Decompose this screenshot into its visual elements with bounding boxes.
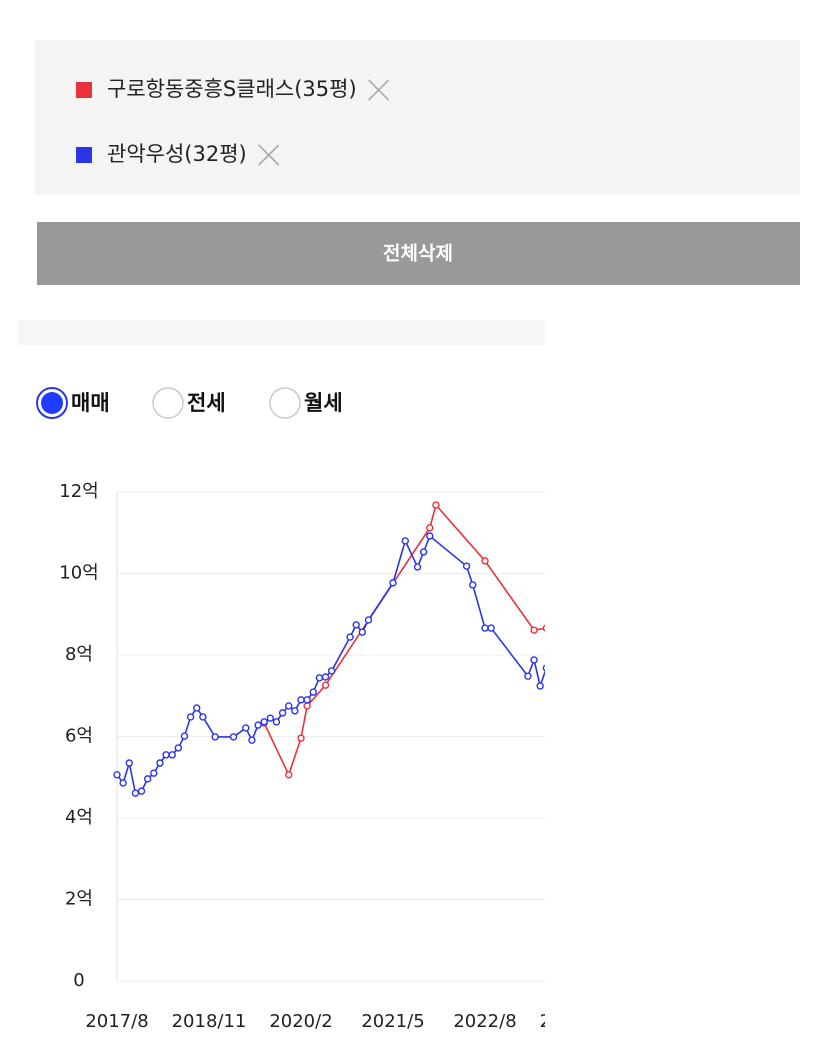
legend-label: 구로항동중흥S클래스(35평): [107, 77, 357, 101]
point: [254, 721, 262, 729]
tab-strip: [18, 320, 545, 345]
point: [487, 624, 495, 632]
point: [426, 532, 434, 540]
radio[interactable]: [269, 387, 301, 419]
point: [278, 709, 287, 717]
point: [131, 789, 140, 797]
point: [364, 616, 373, 624]
radio-label[interactable]: 전세: [187, 391, 226, 415]
radio[interactable]: [152, 387, 184, 419]
point: [346, 633, 354, 641]
radio-label[interactable]: 월세: [304, 391, 343, 415]
series-line: [263, 503, 545, 777]
point: [432, 501, 440, 509]
radio-group: 매매 전세 월세: [36, 387, 343, 419]
y-tick-label: 6억: [65, 726, 93, 747]
point: [186, 713, 195, 721]
point: [137, 787, 146, 795]
point: [168, 751, 176, 759]
selection-panel: [35, 40, 800, 195]
point: [542, 664, 545, 672]
point: [542, 624, 545, 632]
point: [481, 624, 489, 632]
point: [125, 759, 133, 767]
point: [413, 563, 422, 571]
legend-swatch: [76, 82, 92, 98]
point: [199, 713, 207, 721]
point: [401, 537, 409, 545]
point: [524, 672, 532, 680]
x-tick-label: 2017/8: [85, 1011, 148, 1032]
point: [260, 718, 268, 726]
y-tick-label: 0: [73, 970, 84, 991]
y-tick-label: 2억: [65, 889, 93, 910]
point: [150, 769, 158, 777]
y-tick-label: 12억: [59, 481, 98, 502]
remove-stroke: [368, 79, 390, 101]
point: [211, 733, 219, 741]
x-tick-label: 2023/11: [540, 1011, 615, 1032]
point: [143, 775, 152, 783]
point: [469, 581, 477, 589]
point: [297, 734, 305, 742]
x-tick-label: 2021/5: [361, 1011, 424, 1032]
radio-dot: [41, 392, 63, 414]
point: [303, 702, 311, 710]
point: [530, 626, 538, 634]
point: [162, 751, 170, 759]
delete-all-label[interactable]: 전체삭제: [383, 243, 453, 265]
point: [321, 673, 330, 681]
point: [462, 562, 471, 570]
point: [285, 771, 293, 779]
point: [419, 548, 428, 556]
radio-label[interactable]: 매매: [71, 391, 110, 415]
point: [536, 682, 544, 690]
point: [291, 707, 299, 715]
x-tick-label: 2022/8: [453, 1011, 516, 1032]
point: [174, 744, 183, 752]
point: [285, 702, 293, 710]
point: [481, 557, 489, 565]
y-tick-label: 8억: [65, 644, 93, 665]
point: [327, 667, 336, 675]
point: [242, 724, 250, 732]
point: [229, 733, 238, 741]
legend-label: 관악우성(32평): [107, 142, 247, 166]
delete-all-button[interactable]: [37, 222, 800, 285]
point: [248, 736, 256, 744]
x-tick-label: 2018/11: [172, 1011, 247, 1032]
point: [315, 674, 324, 682]
chart: 0 2억 4억 6억 8억 10억 12억 2017/8 2018/11 2020/2 2021/5…: [59, 481, 615, 1032]
legend-swatch: [76, 147, 92, 163]
y-tick-label: 10억: [59, 563, 98, 584]
point: [530, 656, 538, 664]
point: [156, 759, 164, 767]
point: [352, 621, 360, 629]
series-line: [116, 534, 545, 795]
point: [321, 681, 330, 689]
x-tick-label: 2020/2: [269, 1011, 332, 1032]
point: [266, 714, 275, 722]
remove-icon[interactable]: [368, 79, 390, 101]
point: [180, 732, 189, 740]
point: [426, 524, 434, 532]
point: [389, 579, 397, 587]
point: [193, 704, 201, 712]
point: [303, 696, 311, 704]
remove-stroke: [258, 144, 280, 166]
legend: 구로항동중흥S클래스(35평) 관악우성(32평): [76, 77, 390, 166]
point: [272, 718, 281, 726]
remove-icon[interactable]: [258, 144, 280, 166]
point: [309, 688, 317, 696]
point: [297, 696, 305, 704]
y-tick-label: 4억: [65, 807, 93, 828]
point: [113, 771, 121, 779]
point: [119, 779, 127, 787]
point: [358, 628, 367, 636]
